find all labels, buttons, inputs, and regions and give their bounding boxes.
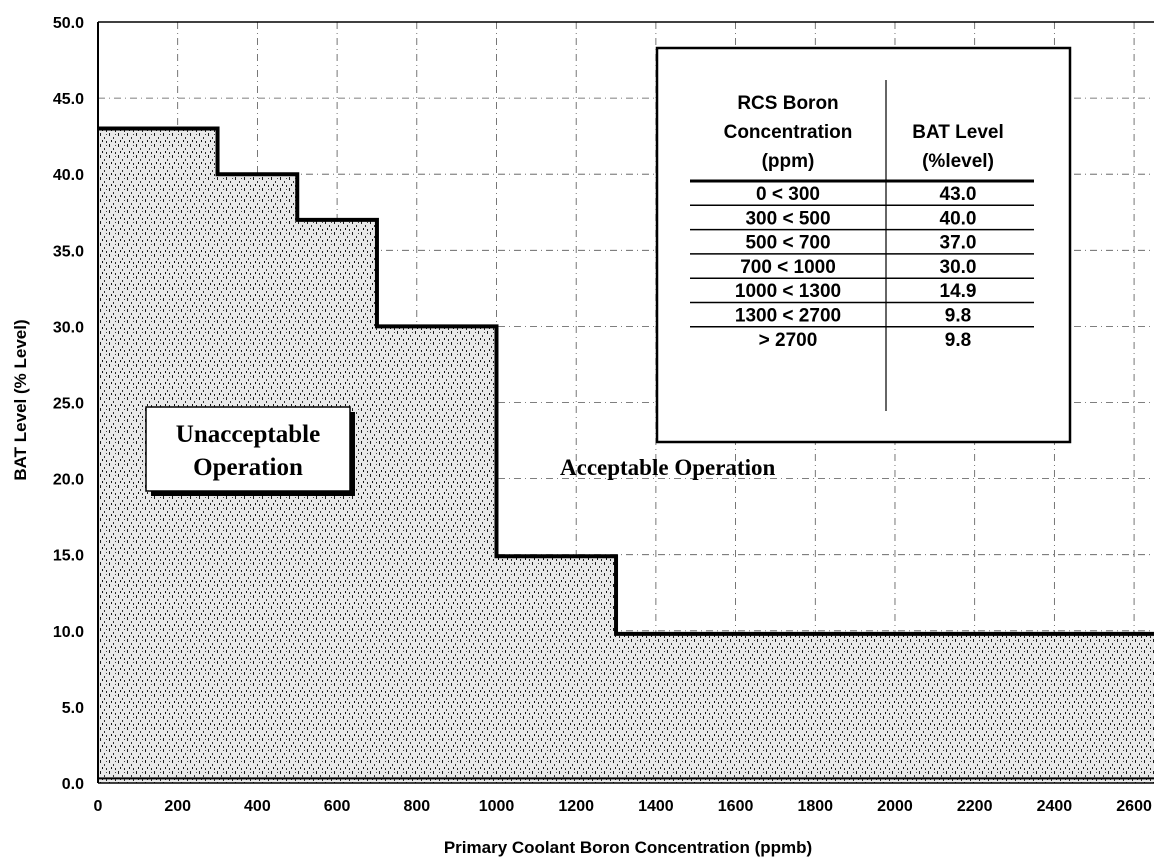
- axes: [97, 21, 1154, 784]
- x-tick-label: 1200: [558, 798, 594, 815]
- x-tick-label: 1000: [479, 798, 515, 815]
- x-tick-label: 0: [94, 798, 103, 815]
- table-cell-bat-level: 9.8: [945, 330, 971, 351]
- table-rows: 0 < 300 43.0 300 < 500 40.0 500 < 700 37.0 700…: [690, 184, 1034, 351]
- table-cell-concentration: 1300 < 2700: [735, 306, 841, 327]
- table-cell-bat-level: 14.9: [940, 281, 977, 302]
- y-tick-label: 35.0: [53, 243, 84, 260]
- table-cell-bat-level: 9.8: [945, 306, 971, 327]
- unacceptable-operation-label: Unacceptable Operation: [145, 406, 355, 496]
- y-tick-label: 0.0: [62, 776, 84, 793]
- y-tick-label: 15.0: [53, 548, 84, 565]
- table-cell-bat-level: 37.0: [940, 233, 977, 254]
- x-tick-label: 1800: [797, 798, 833, 815]
- table-header-col2-line1: BAT Level: [912, 122, 1004, 143]
- y-tick-label: 30.0: [53, 319, 84, 336]
- table-cell-concentration: 300 < 500: [745, 208, 830, 229]
- y-axis-title: BAT Level (% Level): [11, 319, 30, 480]
- table-header-col1-line2: Concentration: [724, 122, 853, 143]
- y-tick-label: 10.0: [53, 624, 84, 641]
- table-header-col2-line2: (%level): [922, 151, 994, 172]
- x-tick-labels: 0 200 400 600 800 1000 1200 1400 1600 1800 2000 220…: [94, 798, 1152, 815]
- y-tick-label: 20.0: [53, 472, 84, 489]
- table-cell-concentration: 0 < 300: [756, 184, 820, 205]
- table-cell-concentration: 1000 < 1300: [735, 281, 841, 302]
- x-tick-label: 200: [164, 798, 191, 815]
- x-tick-label: 2200: [957, 798, 993, 815]
- table-header-col1-line3: (ppm): [762, 151, 815, 172]
- x-tick-label: 2000: [877, 798, 913, 815]
- table-cell-bat-level: 30.0: [940, 257, 977, 278]
- table-cell-concentration: 700 < 1000: [740, 257, 836, 278]
- table-cell-concentration: 500 < 700: [745, 233, 830, 254]
- unacceptable-label-box: [145, 406, 351, 492]
- y-tick-labels: 0.0 5.0 10.0 15.0 20.0 25.0 30.0 35.0 40.0 45.0 50…: [53, 15, 84, 793]
- unacceptable-region: [98, 126, 1154, 784]
- x-tick-label: 2400: [1037, 798, 1073, 815]
- unacceptable-area-fill: [98, 128, 1154, 784]
- y-tick-label: 25.0: [53, 396, 84, 413]
- unacceptable-label-line2: Operation: [193, 454, 303, 481]
- x-tick-label: 1600: [718, 798, 754, 815]
- table-box: [655, 46, 1072, 444]
- x-tick-label: 600: [324, 798, 351, 815]
- acceptable-operation-label: Acceptable Operation: [560, 455, 775, 480]
- x-tick-label: 400: [244, 798, 271, 815]
- y-tick-label: 40.0: [53, 167, 84, 184]
- table-cell-bat-level: 40.0: [940, 208, 977, 229]
- x-tick-label: 2600: [1116, 798, 1152, 815]
- boron-bat-table: RCS Boron Concentration (ppm) BAT Level …: [655, 46, 1072, 444]
- x-tick-label: 800: [403, 798, 430, 815]
- x-tick-label: 1400: [638, 798, 674, 815]
- y-tick-label: 45.0: [53, 91, 84, 108]
- table-cell-concentration: > 2700: [759, 330, 818, 351]
- y-tick-label: 5.0: [62, 700, 84, 717]
- x-axis-title: Primary Coolant Boron Concentration (ppm…: [444, 838, 812, 857]
- y-tick-label: 50.0: [53, 15, 84, 32]
- table-header-col1-line1: RCS Boron: [737, 93, 838, 114]
- bat-limit-step-line: [98, 126, 1154, 636]
- unacceptable-label-line1: Unacceptable: [176, 421, 320, 448]
- table-cell-bat-level: 43.0: [940, 184, 977, 205]
